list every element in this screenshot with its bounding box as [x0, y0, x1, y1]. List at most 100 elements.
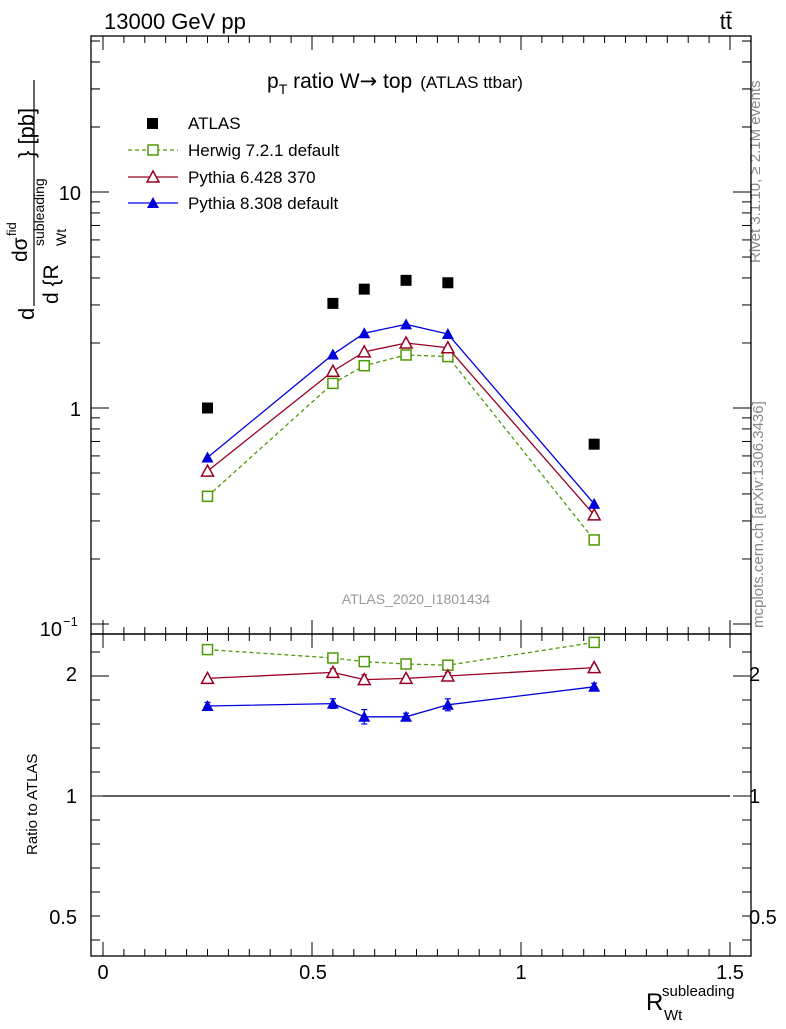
ratio-line-pythia-6-428-370 — [207, 666, 595, 681]
main-point-herwig-7-2-1-default — [327, 377, 339, 390]
ratio-y-tick-label-2-right: 2 — [749, 664, 760, 686]
main-point-pythia-6-428-370 — [586, 507, 602, 521]
main-point-pythia-6-428-370 — [440, 340, 456, 354]
ratio-point-pythia-6-428-370 — [356, 672, 372, 686]
svg-text:Wt: Wt — [53, 229, 69, 246]
ratio-y-axis-label: Ratio to ATLAS — [24, 754, 41, 855]
main-data-layer — [200, 274, 602, 546]
ratio-line-pythia-8-308-default — [207, 686, 595, 718]
main-point-pythia-6-428-370 — [200, 463, 215, 477]
main-point-atlas — [400, 274, 412, 286]
ratio-panel: 2 1 0.5 2 1 0.5 Ratio to ATLAS 0 0.5 1 1… — [24, 633, 777, 1024]
ratio-y-tick-label-1: 1 — [66, 786, 77, 808]
ratio-point-pythia-8-308-default — [358, 710, 371, 722]
x-axis-label: R subleading Wt — [646, 983, 735, 1024]
y-tick-label-10: 10 — [59, 183, 81, 205]
main-axis-ticks — [91, 36, 751, 634]
svg-text:fid: fid — [4, 222, 19, 236]
ratio-y-tick-label-2: 2 — [66, 664, 77, 686]
svg-text:subleading: subleading — [662, 983, 735, 1000]
main-point-atlas — [202, 402, 213, 414]
main-point-herwig-7-2-1-default — [400, 349, 412, 361]
ratio-axis-ticks — [91, 634, 751, 956]
legend: ATLAS Herwig 7.2.1 default Pythia 6.428 … — [128, 114, 339, 213]
ratio-point-herwig-7-2-1-default — [588, 636, 600, 649]
analysis-label: ATLAS_2020_I1801434 — [342, 591, 491, 607]
x-tick-label-1: 1 — [515, 962, 526, 984]
ratio-point-pythia-6-428-370 — [440, 668, 456, 682]
main-point-pythia-6-428-370 — [325, 363, 341, 377]
main-point-pythia-6-428-370 — [356, 344, 372, 358]
svg-text:Herwig 7.2.1 default: Herwig 7.2.1 default — [188, 141, 339, 160]
main-line-pythia-6-428-370 — [207, 342, 595, 516]
ratio-point-pythia-6-428-370 — [200, 670, 215, 685]
legend-entry-herwig: Herwig 7.2.1 default — [128, 141, 339, 160]
main-point-pythia-8-308-default — [400, 318, 413, 330]
ratio-point-herwig-7-2-1-default — [358, 655, 370, 668]
main-point-pythia-6-428-370 — [398, 335, 414, 349]
main-panel: 10 1 10 −1 pT ratio W→ top (ATLAS ttbar) … — [4, 35, 752, 641]
ratio-point-herwig-7-2-1-default — [201, 643, 214, 656]
x-tick-label-0: 0 — [97, 962, 108, 984]
main-line-pythia-8-308-default — [207, 323, 595, 505]
legend-marker-pythia6 — [145, 169, 161, 183]
y-tick-label-0p1-exp: −1 — [63, 614, 78, 629]
ratio-y-tick-label-0p5-right: 0.5 — [749, 907, 777, 929]
legend-marker-pythia8 — [147, 197, 159, 208]
main-point-atlas — [588, 438, 600, 450]
svg-text:Pythia 6.428 370: Pythia 6.428 370 — [188, 168, 316, 187]
header-collision-label: 13000 GeV pp — [104, 9, 246, 34]
x-tick-label-0p5: 0.5 — [299, 962, 327, 984]
main-point-herwig-7-2-1-default — [588, 534, 600, 546]
svg-text:ATLAS: ATLAS — [188, 114, 241, 133]
header-process-label: tt̄ — [720, 9, 732, 34]
svg-text:Pythia 8.308 default: Pythia 8.308 default — [188, 194, 339, 213]
legend-marker-herwig — [147, 144, 159, 156]
legend-marker-atlas — [147, 118, 158, 129]
ratio-point-pythia-8-308-default — [588, 680, 601, 692]
ratio-point-herwig-7-2-1-default — [327, 652, 339, 664]
main-line-herwig-7-2-1-default — [207, 354, 595, 541]
legend-entry-pythia6: Pythia 6.428 370 — [128, 168, 316, 187]
main-point-herwig-7-2-1-default — [358, 359, 370, 372]
main-point-pythia-8-308-default — [358, 327, 371, 339]
ratio-point-herwig-7-2-1-default — [400, 658, 412, 670]
ratio-line-herwig-7-2-1-default — [207, 641, 595, 666]
main-point-atlas — [327, 297, 339, 309]
ratio-point-pythia-6-428-370 — [586, 660, 602, 674]
svg-text:Wt: Wt — [664, 1007, 683, 1024]
ratio-point-pythia-6-428-370 — [398, 670, 414, 685]
ratio-point-pythia-6-428-370 — [325, 664, 341, 679]
main-point-pythia-8-308-default — [326, 348, 339, 360]
ratio-data-layer — [200, 636, 602, 725]
x-tick-label-1p5: 1.5 — [716, 962, 744, 984]
main-point-atlas — [358, 283, 370, 295]
main-point-pythia-8-308-default — [588, 497, 601, 509]
legend-entry-pythia8: Pythia 8.308 default — [128, 194, 339, 213]
svg-text:d: d — [14, 308, 39, 320]
svg-text:d {R: d {R — [40, 264, 63, 304]
ratio-point-pythia-8-308-default — [441, 698, 454, 710]
ratio-frame — [90, 633, 752, 957]
ratio-point-pythia-8-308-default — [201, 700, 214, 711]
main-point-pythia-8-308-default — [201, 451, 214, 463]
mcplots-label: mcplots.cern.ch [arXiv:1306.3436] — [750, 401, 767, 628]
ratio-point-pythia-8-308-default — [400, 710, 413, 722]
y-tick-label-0p1-base: 10 — [40, 619, 62, 641]
main-point-herwig-7-2-1-default — [201, 490, 214, 503]
svg-text:} [pb]: } [pb] — [14, 108, 39, 158]
ratio-y-tick-label-1-right: 1 — [749, 786, 760, 808]
ratio-y-tick-label-0p5: 0.5 — [49, 907, 77, 929]
ratio-point-pythia-8-308-default — [326, 697, 339, 709]
svg-text:subleading: subleading — [31, 178, 47, 246]
y-tick-label-1: 1 — [70, 399, 81, 421]
main-point-pythia-8-308-default — [441, 328, 454, 340]
legend-entry-atlas: ATLAS — [147, 114, 241, 133]
rivet-version-label: Rivet 3.1.10, ≥ 2.1M events — [747, 81, 764, 264]
svg-text:R: R — [646, 989, 663, 1016]
y-axis-label: d dσ fid d {R subleading Wt } [pb] — [4, 80, 69, 320]
main-point-atlas — [442, 277, 454, 289]
plot-title: pT ratio W→ top (ATLAS ttbar) — [267, 69, 523, 97]
svg-text:dσ: dσ — [9, 237, 32, 262]
